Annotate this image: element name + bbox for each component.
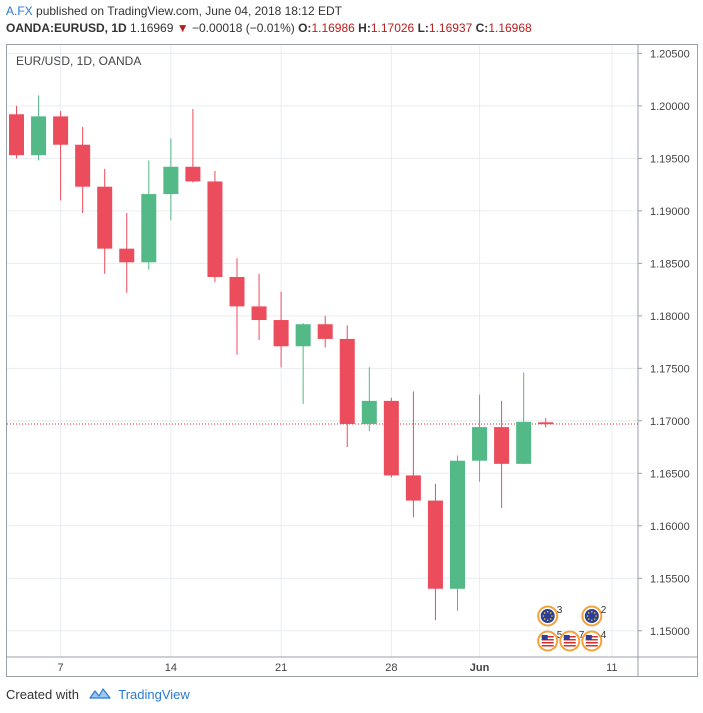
eu-star-icon: [549, 612, 552, 614]
candle-up[interactable]: [31, 116, 47, 156]
y-tick-label: 1.19000: [650, 206, 690, 218]
event-count: 3: [557, 605, 563, 616]
candle-down[interactable]: [339, 338, 355, 424]
eu-star-icon: [587, 618, 590, 620]
candle-down[interactable]: [207, 181, 223, 277]
tradingview-link[interactable]: TradingView: [118, 687, 190, 702]
y-tick-label: 1.17500: [650, 363, 690, 375]
eu-star-icon: [546, 619, 549, 622]
event-count: 4: [601, 630, 607, 641]
y-tick-label: 1.20000: [650, 101, 690, 113]
us-canton-icon: [585, 635, 592, 640]
us-stripe-icon: [585, 645, 598, 647]
low-label: L:: [417, 21, 429, 35]
x-tick-label: 21: [275, 662, 287, 674]
us-stripe-icon: [563, 642, 576, 644]
symbol-label: OANDA:EURUSD, 1D: [6, 21, 127, 35]
eu-star-icon: [591, 610, 593, 613]
y-tick-label: 1.18000: [650, 311, 690, 323]
x-tick-label: 14: [165, 662, 177, 674]
open-value: 1.16986: [311, 21, 355, 35]
us-stripe-icon: [541, 645, 554, 647]
us-stripe-icon: [541, 642, 554, 644]
ohlc-line: OANDA:EURUSD, 1D 1.16969 ▼ −0.00018 (−0.…: [6, 21, 532, 35]
candle-down[interactable]: [185, 166, 201, 182]
x-tick-label: 11: [606, 662, 617, 674]
author-link[interactable]: A.FX: [6, 4, 33, 18]
us-canton-icon: [563, 635, 570, 640]
price-change: −0.00018 (−0.01%): [192, 21, 295, 35]
down-arrow-icon: ▼: [176, 21, 189, 35]
candle-up[interactable]: [450, 460, 465, 589]
y-tick-label: 1.16500: [650, 468, 690, 480]
eu-star-icon: [549, 618, 552, 620]
x-tick-label: Jun: [470, 662, 490, 674]
candle-down[interactable]: [75, 144, 91, 187]
y-tick-label: 1.15000: [650, 626, 690, 638]
y-tick-label: 1.16000: [650, 521, 690, 533]
eu-star-icon: [546, 610, 549, 613]
eu-star-icon: [551, 615, 553, 617]
candle-down[interactable]: [494, 427, 510, 464]
publish-info: published on TradingView.com, June 04, 2…: [36, 4, 342, 18]
candle-down[interactable]: [53, 116, 69, 145]
candle-down[interactable]: [97, 186, 113, 249]
low-value: 1.16937: [428, 21, 473, 35]
eu-star-icon: [595, 615, 597, 617]
candle-down[interactable]: [119, 248, 135, 263]
publish-line: A.FX published on TradingView.com, June …: [6, 4, 342, 18]
candle-up[interactable]: [516, 421, 532, 464]
eu-star-icon: [543, 618, 546, 620]
candle-up[interactable]: [141, 194, 157, 263]
close-value: 1.16968: [488, 21, 532, 35]
created-with-label: Created with: [6, 687, 79, 702]
eu-star-icon: [543, 612, 546, 614]
event-count: 7: [579, 630, 585, 641]
candle-up[interactable]: [295, 324, 311, 347]
event-count: 5: [557, 630, 563, 641]
y-tick-label: 1.20500: [650, 48, 690, 60]
y-tick-label: 1.17000: [650, 416, 690, 428]
candle-up[interactable]: [163, 166, 179, 195]
last-price: 1.16969: [130, 21, 174, 35]
candle-down[interactable]: [9, 114, 24, 156]
eu-star-icon: [586, 615, 589, 617]
candle-down[interactable]: [273, 320, 289, 347]
close-label: C:: [475, 21, 489, 35]
candle-down[interactable]: [405, 475, 421, 501]
candle-down[interactable]: [251, 306, 267, 321]
y-tick-label: 1.15500: [650, 573, 690, 585]
chart-title: EUR/USD, 1D, OANDA: [16, 54, 141, 68]
candle-down[interactable]: [383, 400, 399, 476]
candle-up[interactable]: [472, 427, 488, 461]
tradingview-logo-icon: [89, 687, 111, 704]
eu-star-icon: [594, 612, 596, 614]
eu-star-icon: [591, 619, 593, 622]
candle-down[interactable]: [317, 324, 333, 339]
us-stripe-icon: [563, 645, 576, 647]
y-tick-label: 1.19500: [650, 153, 690, 165]
high-label: H:: [358, 21, 371, 35]
open-label: O:: [298, 21, 312, 35]
eu-star-icon: [587, 612, 590, 614]
y-tick-label: 1.18500: [650, 258, 690, 270]
us-canton-icon: [541, 635, 548, 640]
candle-down[interactable]: [538, 422, 554, 425]
eu-star-icon: [542, 615, 545, 617]
high-value: 1.17026: [370, 21, 415, 35]
footer: Created with TradingView: [6, 687, 190, 704]
x-tick-label: 7: [58, 662, 64, 674]
x-tick-label: 28: [385, 662, 397, 674]
candle-down[interactable]: [427, 500, 443, 589]
candle-down[interactable]: [229, 276, 245, 307]
chart-frame: [6, 44, 698, 677]
event-count: 2: [601, 605, 607, 616]
us-stripe-icon: [585, 642, 598, 644]
eu-star-icon: [594, 618, 596, 620]
candle-up[interactable]: [361, 400, 377, 424]
